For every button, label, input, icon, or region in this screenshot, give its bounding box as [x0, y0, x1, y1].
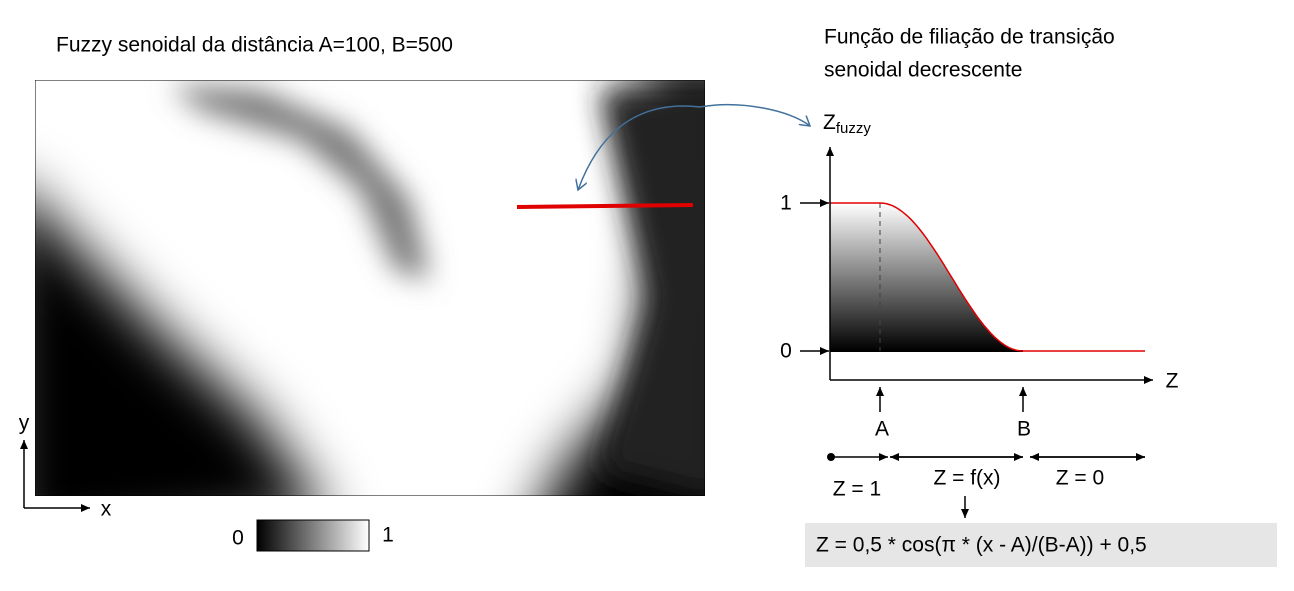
axis-label: y [19, 412, 30, 435]
map-title: Fuzzy senoidal da distância A=100, B=500 [56, 34, 453, 57]
formula-box [805, 523, 1277, 567]
colorbar [256, 519, 370, 552]
plot-title: Função de filiação de transição [824, 26, 1115, 49]
label: Z [823, 111, 836, 134]
colorbar-label: 0 [232, 527, 244, 550]
range-label: Z = 0 [1056, 467, 1104, 490]
marker-label: B [1017, 418, 1031, 441]
marker-label: A [875, 418, 889, 441]
plot-title: senoidal decrescente [824, 59, 1022, 82]
fuzzy-map [35, 80, 705, 496]
range-label: Z = f(x) [933, 467, 1000, 490]
y-tick-label: 0 [780, 340, 792, 363]
y-tick-label: 1 [780, 192, 792, 215]
subscript: fuzzy [836, 120, 872, 137]
x-axis-label: Z [1166, 370, 1179, 393]
formula: Z = 0,5 * cos(π * (x - A)/(B-A)) + 0,5 [816, 534, 1147, 557]
link-arrow [578, 105, 701, 190]
membership-curve [830, 202, 1145, 352]
colorbar-label: 1 [382, 524, 394, 547]
link-arrow [699, 104, 810, 126]
profile-line [516, 203, 694, 209]
area-fill [830, 203, 1023, 351]
y-axis-label: Zfuzzy [823, 111, 871, 137]
range-label: Z = 1 [833, 478, 881, 501]
axis-label: x [101, 498, 112, 521]
